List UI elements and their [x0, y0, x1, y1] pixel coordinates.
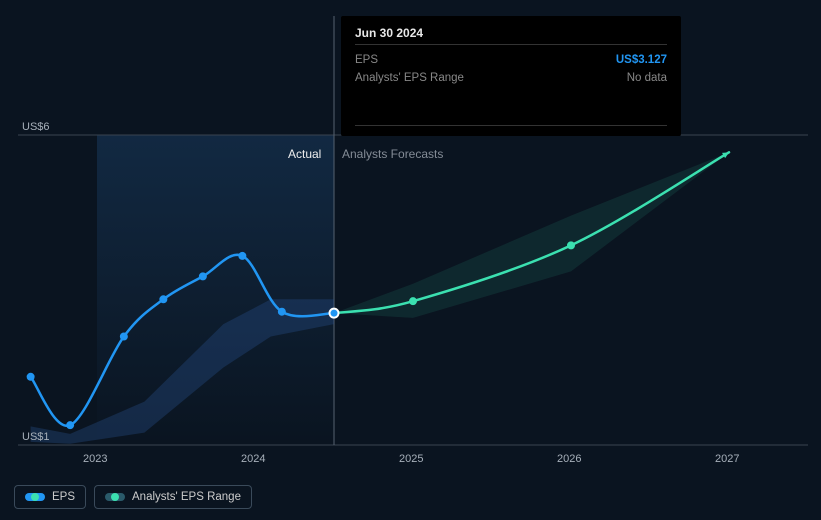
x-axis-label: 2023: [83, 453, 107, 465]
region-label-actual: Actual: [288, 147, 321, 161]
eps-point[interactable]: [238, 252, 246, 260]
x-axis-label: 2025: [399, 453, 423, 465]
forecast-point[interactable]: [567, 241, 575, 249]
tooltip-row-value: US$3.127: [616, 51, 667, 69]
y-axis-label: US$1: [22, 431, 50, 443]
legend-item[interactable]: EPS: [14, 485, 86, 509]
chart-stage: Jun 30 2024 EPSUS$3.127Analysts' EPS Ran…: [0, 0, 821, 520]
tooltip-row-label: Analysts' EPS Range: [355, 69, 464, 87]
eps-point[interactable]: [159, 295, 167, 303]
tooltip-date: Jun 30 2024: [355, 26, 667, 40]
hover-point: [331, 310, 338, 317]
analysts-range-forecast: [334, 152, 729, 318]
eps-point[interactable]: [120, 333, 128, 341]
hover-tooltip: Jun 30 2024 EPSUS$3.127Analysts' EPS Ran…: [341, 16, 681, 136]
chart-legend: EPS Analysts' EPS Range: [14, 485, 252, 509]
legend-label: Analysts' EPS Range: [132, 491, 241, 503]
tooltip-row-value: No data: [627, 69, 667, 87]
x-axis-label: 2024: [241, 453, 265, 465]
legend-swatch: [25, 493, 45, 501]
eps-point[interactable]: [66, 421, 74, 429]
legend-swatch: [105, 493, 125, 501]
region-label-forecast: Analysts Forecasts: [342, 147, 443, 161]
y-axis-label: US$6: [22, 121, 50, 133]
x-axis-label: 2027: [715, 453, 739, 465]
tooltip-row: EPS US$3.127: [355, 51, 667, 69]
eps-point[interactable]: [278, 308, 286, 316]
forecast-point[interactable]: [409, 297, 417, 305]
tooltip-row-label: EPS: [355, 51, 378, 69]
eps-point[interactable]: [199, 272, 207, 280]
x-axis-label: 2026: [557, 453, 581, 465]
tooltip-row: Analysts' EPS Range No data: [355, 69, 667, 87]
legend-item[interactable]: Analysts' EPS Range: [94, 485, 252, 509]
legend-label: EPS: [52, 491, 75, 503]
eps-point[interactable]: [27, 373, 35, 381]
